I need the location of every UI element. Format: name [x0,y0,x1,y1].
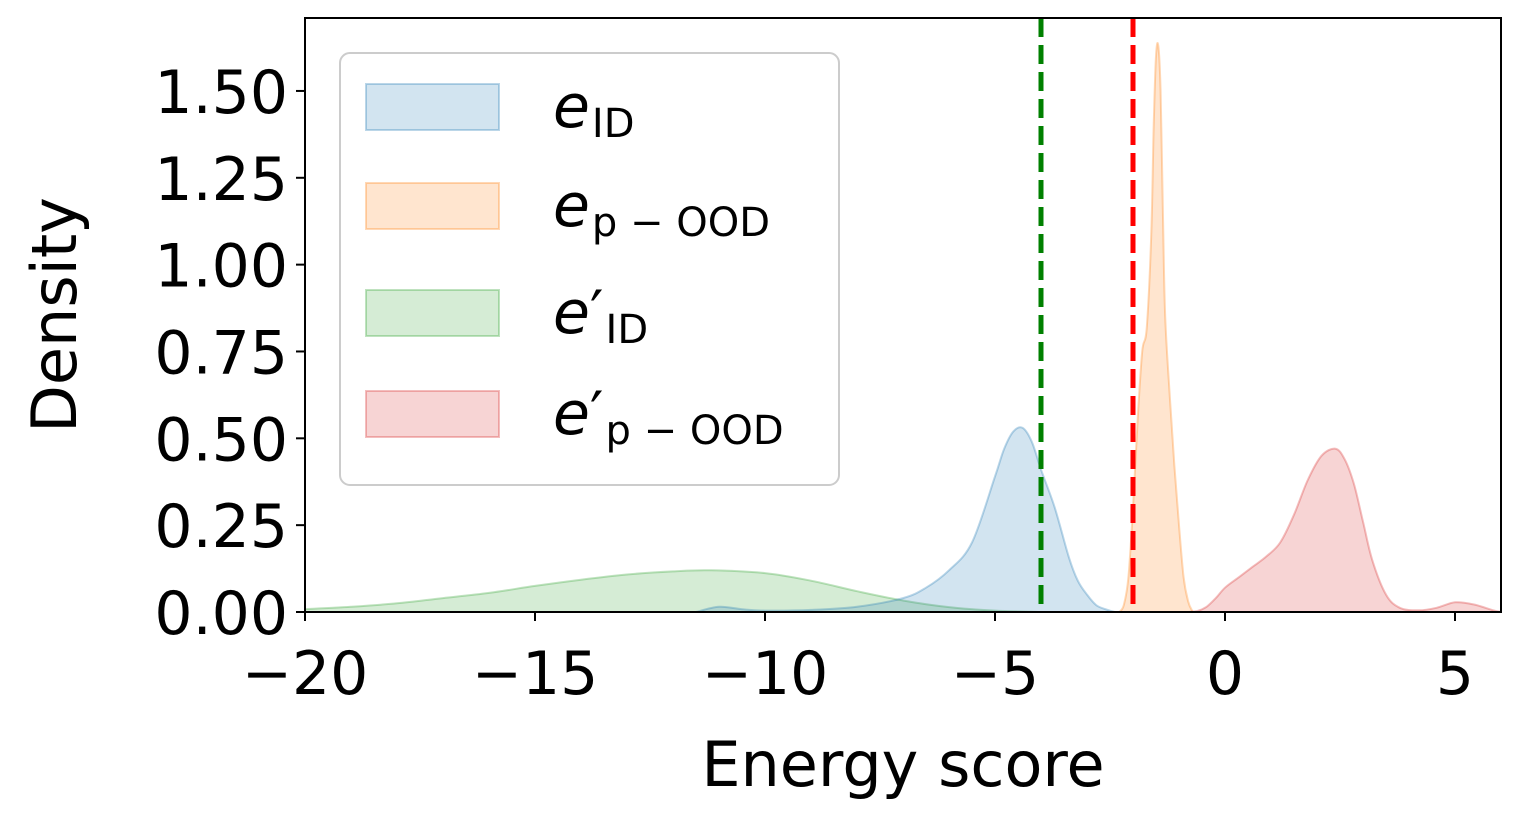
y-axis-ticks: 0.00 0.25 0.50 0.75 1.00 1.25 1.50 [154,58,305,649]
legend-box [339,52,840,486]
y-tick-label: 0.00 [154,579,288,649]
y-tick-label: 0.75 [154,318,288,388]
threshold-lines [1038,18,1136,612]
legend-label: e′p − OOD [553,379,784,454]
area-e-id [696,427,1115,612]
legend-swatch [365,390,500,438]
legend-swatch [365,289,500,337]
area-e-p-ood [1188,448,1501,612]
y-axis-label: Density [18,197,91,433]
curve-e-id [305,569,1042,612]
legend-label: ep − OOD [553,171,770,246]
y-tick-label: 0.25 [154,492,288,562]
x-tick-label: 0 [1206,639,1244,709]
y-tick-label: 0.50 [154,405,288,475]
area-e-p-ood [1119,42,1193,612]
legend-label: e′ID [553,278,648,353]
x-axis-ticks: −20 −15 −10 −5 0 5 [242,612,1474,709]
y-tick-label: 1.25 [154,145,288,215]
x-tick-label: −5 [951,639,1039,709]
area-e-id [305,570,1041,612]
legend: eID ep − OOD e′ID e′p − OOD [339,52,840,486]
x-tick-label: −20 [242,639,369,709]
y-tick-label: 1.50 [154,58,288,128]
legend-label: eID [553,72,635,147]
x-tick-label: 5 [1436,639,1474,709]
legend-swatch [365,83,500,131]
curve-e-id [695,426,1115,612]
x-tick-label: −10 [702,639,829,709]
x-tick-label: −15 [472,639,599,709]
legend-swatch [365,182,500,230]
curve-e-p-ood [1188,447,1501,612]
y-tick-label: 1.00 [154,232,288,302]
series-areas [305,42,1501,612]
plot-frame [304,17,1502,613]
x-axis-label: Energy score [701,728,1104,801]
